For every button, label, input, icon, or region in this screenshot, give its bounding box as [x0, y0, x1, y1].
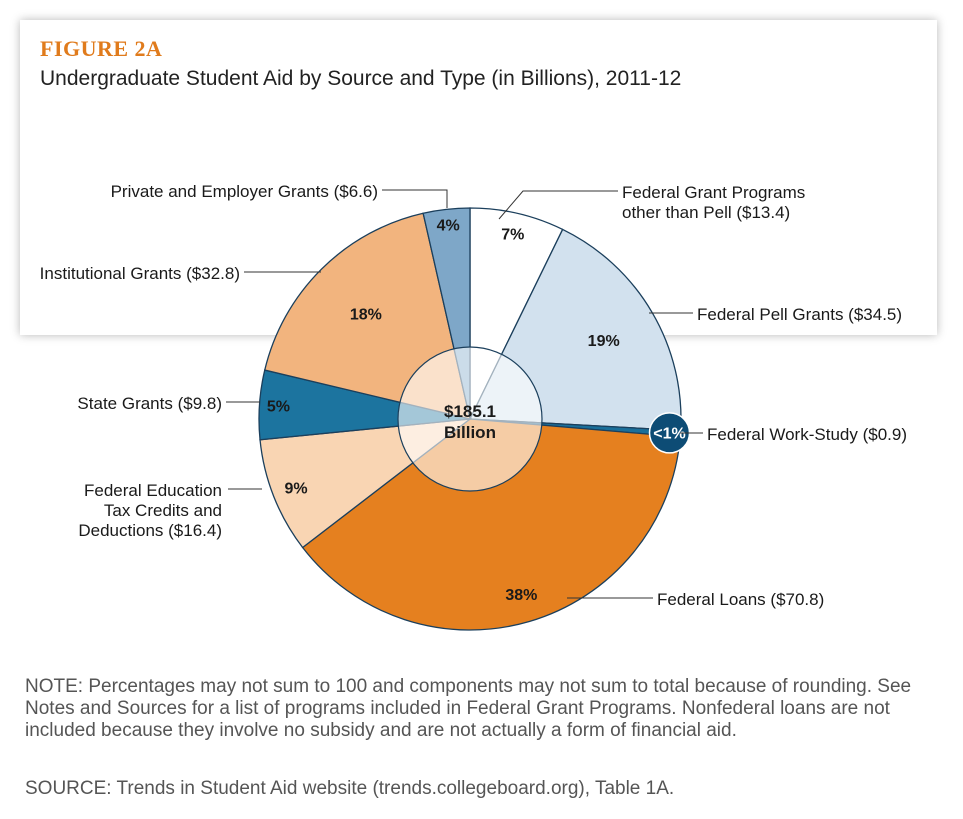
pct-label-federal-pell-grants: 19% [588, 333, 620, 350]
category-label-federal-education-tax-credits-and-deductions: Federal Education Tax Credits and Deductio… [78, 481, 222, 540]
category-label-federal-work-study: Federal Work-Study ($0.9) [707, 425, 907, 444]
category-label-federal-pell-grants: Federal Pell Grants ($34.5) [697, 305, 902, 324]
category-label-state-grants: State Grants ($9.8) [77, 394, 222, 413]
pie-center-hub [398, 347, 542, 491]
pct-label-federal-loans: 38% [505, 587, 537, 604]
category-label-private-and-employer-grants: Private and Employer Grants ($6.6) [111, 182, 378, 201]
pct-label-federal-education-tax-credits-and-deductions: 9% [285, 480, 308, 497]
pct-label-federal-grant-programs-other-than-pell: 7% [501, 226, 524, 243]
pct-label-state-grants: 5% [267, 399, 290, 416]
leader-line-federal-grant-programs-other-than-pell [498, 190, 618, 220]
category-label-federal-loans: Federal Loans ($70.8) [657, 590, 824, 609]
pct-label-institutional-grants: 18% [350, 306, 382, 323]
center-total-value: $185.1 [444, 402, 496, 421]
pie-chart: $185.1 Billion 7% Federal Grant Programs oth… [40, 182, 907, 631]
pie-slice-institutional-grants [263, 212, 471, 420]
pie-center-outline [397, 346, 543, 492]
pct-label-private-and-employer-grants: 4% [437, 218, 460, 235]
figure-label: FIGURE 2A [40, 36, 163, 61]
leader-line-private-and-employer-grants [382, 189, 448, 208]
center-total-unit: Billion [444, 423, 496, 442]
category-label-institutional-grants: Institutional Grants ($32.8) [40, 264, 240, 283]
pct-label-federal-work-study: <1% [653, 425, 685, 442]
figure-title: Undergraduate Student Aid by Source and … [40, 67, 682, 90]
source-text: SOURCE: Trends in Student Aid website (t… [25, 778, 675, 799]
category-label-federal-grant-programs-other-than-pell: Federal Grant Programs other than Pell ($… [622, 183, 805, 222]
note-text: NOTE: Percentages may not sum to 100 and… [25, 676, 912, 741]
pie-slice-federal-loans [301, 418, 681, 631]
